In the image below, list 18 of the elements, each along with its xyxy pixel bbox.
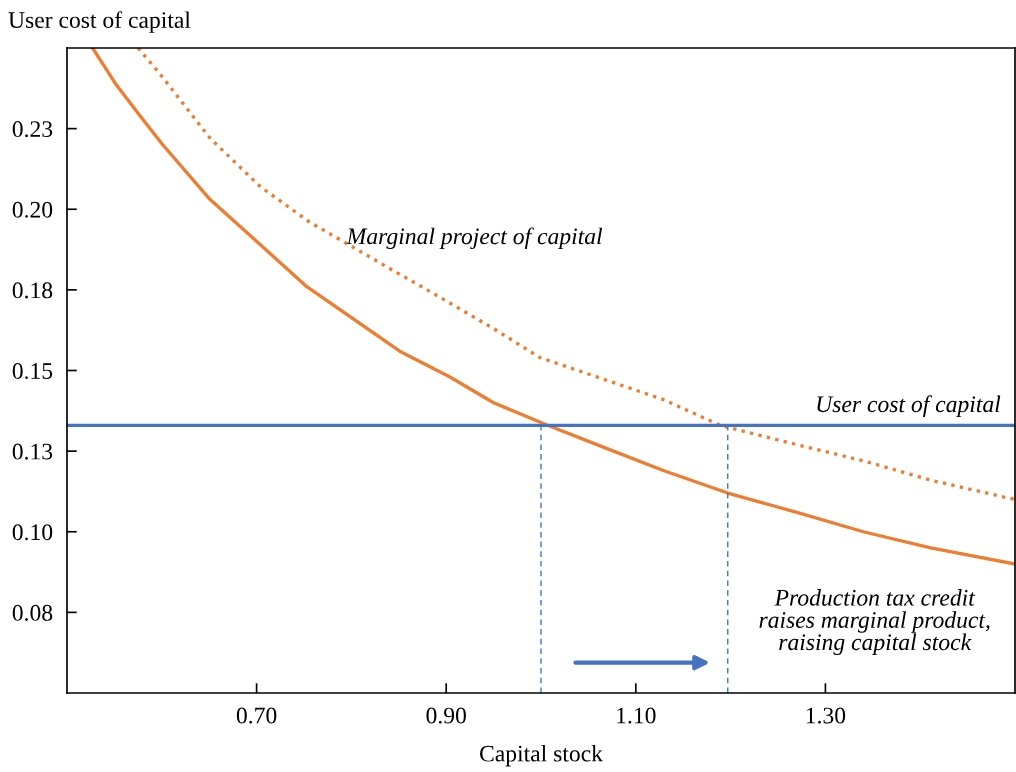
ref-line-label: User cost of capital bbox=[817, 395, 1001, 417]
line-series bbox=[90, 48, 1015, 566]
annotation: Production tax credit raises marginal product, raising capital stock bbox=[759, 589, 990, 655]
x-tick-label: 1.10 bbox=[617, 707, 656, 724]
y-tick-label: 0.13 bbox=[12, 443, 53, 460]
series-label: Marginal project of capital bbox=[346, 227, 603, 250]
y-tick-label: 0.23 bbox=[12, 121, 53, 138]
y-tick-label: 0.20 bbox=[12, 201, 53, 218]
x-axis-title: Capital stock bbox=[480, 744, 603, 767]
x-tick-label: 1.30 bbox=[806, 707, 846, 724]
x-tick-label: 0.70 bbox=[236, 707, 277, 724]
y-tick-label: 0.18 bbox=[12, 282, 53, 299]
y-tick-label: 0.10 bbox=[12, 524, 53, 541]
line-series bbox=[136, 48, 1015, 502]
y-tick-label: 0.08 bbox=[12, 604, 53, 621]
x-tick-label: 0.90 bbox=[426, 707, 466, 724]
y-tick-label: 0.15 bbox=[12, 362, 53, 380]
y-axis-title: User cost of capital bbox=[8, 11, 191, 33]
